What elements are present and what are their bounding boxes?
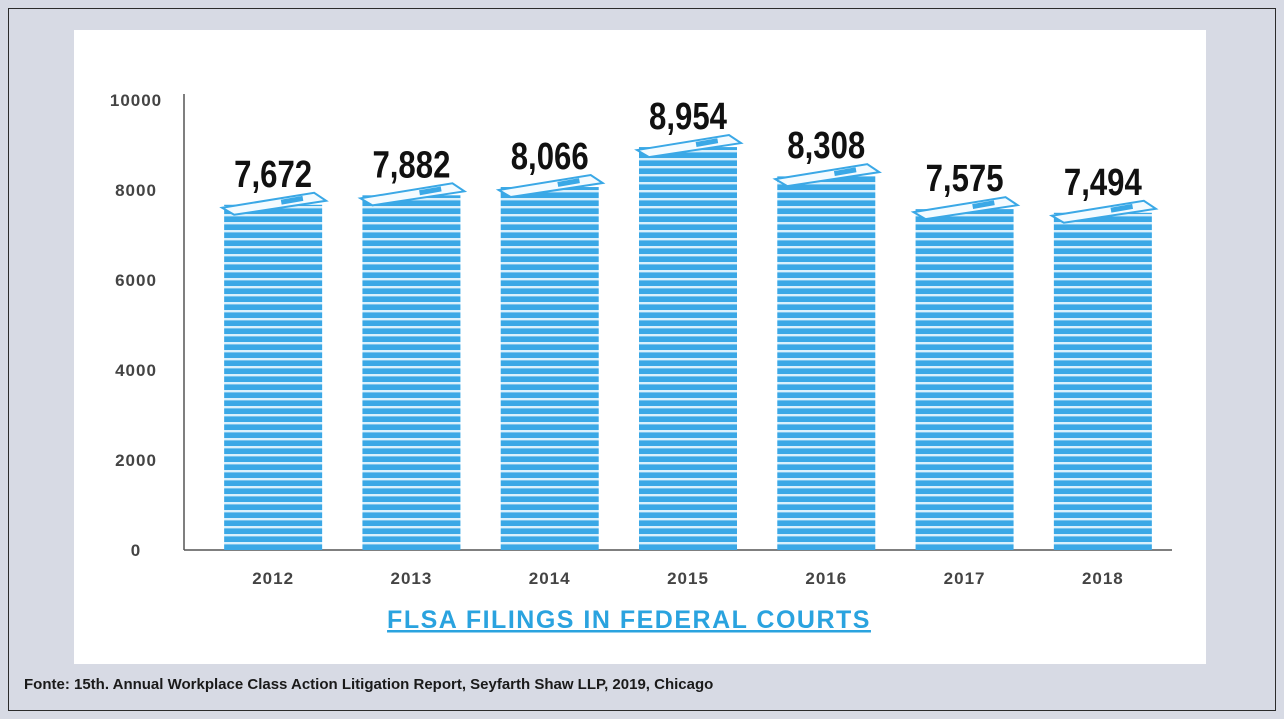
value-label-2013: 7,882 [372, 145, 450, 187]
sheet-mark [695, 138, 719, 147]
bar-2014 [495, 173, 606, 550]
x-tick-label-2014: 2014 [529, 569, 571, 588]
bar-stack [500, 187, 599, 550]
sheet-mark [557, 178, 580, 187]
y-tick-label: 4000 [115, 361, 157, 380]
bar-2012 [219, 191, 329, 550]
bar-2018 [1048, 199, 1159, 550]
bar-2016 [772, 163, 882, 550]
x-axis-labels: 2012 2013 2014 2015 2016 2017 2018 [252, 569, 1124, 588]
value-label-2015: 8,954 [649, 96, 728, 138]
x-tick-label-2013: 2013 [391, 569, 433, 588]
x-tick-label-2016: 2016 [805, 569, 847, 588]
sheet-mark [1110, 203, 1134, 213]
bar-2013 [357, 182, 468, 550]
bar-stack [777, 176, 876, 550]
bar-stack [1053, 212, 1152, 550]
value-label-2014: 8,066 [511, 136, 589, 178]
value-label-2012: 7,672 [234, 154, 312, 196]
bar-2015 [634, 134, 744, 550]
x-tick-label-2017: 2017 [944, 569, 986, 588]
y-tick-label: 6000 [115, 271, 157, 290]
bar-2017 [910, 196, 1021, 550]
sheet-mark [972, 200, 995, 210]
value-label-2018: 7,494 [1064, 162, 1143, 204]
y-tick-label: 8000 [115, 181, 157, 200]
chart-card: 0 2000 4000 6000 8000 10000 7,672 7,882 8,066 8,… [74, 30, 1206, 664]
sheet-mark [280, 195, 304, 205]
chart-title: FLSA FILINGS IN FEDERAL COURTS [387, 606, 871, 634]
bar-stack [915, 209, 1014, 550]
bars: 7,672 7,882 8,066 8,954 8,308 7,575 7,494 [219, 96, 1159, 550]
x-tick-label-2012: 2012 [252, 569, 294, 588]
x-tick-label-2018: 2018 [1082, 569, 1124, 588]
bar-stack [224, 204, 323, 550]
value-label-2017: 7,575 [926, 158, 1004, 200]
sheet-mark [419, 186, 442, 196]
bar-stack [362, 195, 461, 550]
y-tick-label: 0 [131, 541, 141, 560]
value-label-2016: 8,308 [787, 125, 865, 167]
sheet-mark [833, 167, 857, 177]
y-tick-label: 2000 [115, 451, 157, 470]
source-note: Fonte: 15th. Annual Workplace Class Acti… [24, 676, 714, 693]
bar-stack [639, 147, 737, 550]
x-tick-label-2015: 2015 [667, 569, 709, 588]
bar-chart: 0 2000 4000 6000 8000 10000 7,672 7,882 8,066 8,… [110, 91, 1172, 634]
y-tick-label: 10000 [110, 91, 162, 110]
